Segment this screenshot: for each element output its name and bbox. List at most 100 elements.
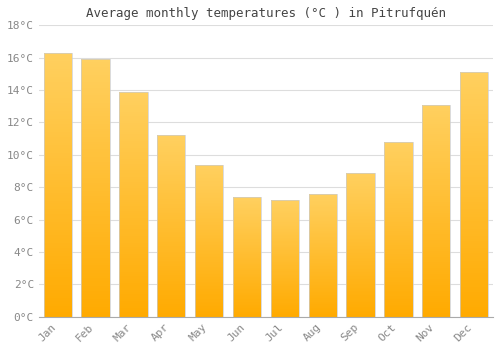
Bar xyxy=(82,67,110,70)
Bar xyxy=(384,163,412,164)
Bar xyxy=(119,155,148,157)
Bar xyxy=(384,261,412,262)
Bar xyxy=(270,238,299,239)
Bar xyxy=(384,308,412,310)
Bar xyxy=(346,212,375,213)
Bar xyxy=(270,222,299,224)
Bar xyxy=(82,258,110,260)
Bar xyxy=(270,217,299,218)
Bar xyxy=(460,278,488,280)
Bar xyxy=(270,284,299,285)
Bar xyxy=(384,198,412,199)
Bar xyxy=(233,293,261,294)
Bar xyxy=(384,241,412,243)
Bar xyxy=(384,196,412,198)
Bar xyxy=(346,256,375,258)
Bar xyxy=(384,152,412,154)
Bar xyxy=(422,164,450,166)
Bar xyxy=(119,148,148,150)
Bar xyxy=(384,154,412,156)
Bar xyxy=(422,247,450,249)
Bar xyxy=(44,145,72,148)
Bar xyxy=(422,128,450,130)
Bar xyxy=(157,299,186,301)
Bar xyxy=(422,249,450,251)
Bar xyxy=(82,268,110,271)
Bar xyxy=(195,195,224,197)
Bar xyxy=(82,198,110,201)
Bar xyxy=(422,313,450,315)
Bar xyxy=(346,196,375,197)
Bar xyxy=(384,312,412,313)
Bar xyxy=(157,257,186,259)
Bar xyxy=(119,94,148,96)
Bar xyxy=(157,175,186,177)
Bar xyxy=(460,282,488,285)
Bar xyxy=(270,236,299,238)
Bar xyxy=(82,186,110,188)
Bar xyxy=(346,219,375,220)
Bar xyxy=(346,232,375,233)
Bar xyxy=(384,201,412,203)
Bar xyxy=(119,144,148,146)
Bar xyxy=(346,213,375,215)
Bar xyxy=(119,139,148,141)
Bar xyxy=(346,203,375,204)
Bar xyxy=(270,289,299,290)
Bar xyxy=(119,96,148,98)
Bar xyxy=(195,207,224,209)
Bar xyxy=(308,264,337,265)
Bar xyxy=(384,212,412,214)
Bar xyxy=(460,153,488,155)
Bar xyxy=(346,301,375,302)
Bar xyxy=(233,282,261,283)
Bar xyxy=(82,121,110,124)
Bar xyxy=(384,304,412,306)
Bar xyxy=(195,303,224,304)
Bar xyxy=(157,252,186,253)
Bar xyxy=(195,289,224,291)
Bar xyxy=(157,179,186,181)
Bar xyxy=(460,177,488,180)
Bar xyxy=(422,109,450,111)
Bar xyxy=(82,271,110,273)
Bar xyxy=(44,174,72,177)
Bar xyxy=(44,235,72,238)
Bar xyxy=(460,251,488,253)
Bar xyxy=(460,114,488,116)
Bar xyxy=(422,134,450,136)
Bar xyxy=(422,173,450,175)
Bar xyxy=(308,226,337,227)
Bar xyxy=(346,206,375,207)
Bar xyxy=(460,133,488,136)
Bar xyxy=(308,201,337,202)
Bar xyxy=(270,270,299,271)
Bar xyxy=(233,306,261,307)
Bar xyxy=(346,252,375,253)
Bar xyxy=(82,229,110,232)
Bar xyxy=(195,311,224,312)
Bar xyxy=(44,148,72,150)
Bar xyxy=(157,264,186,266)
Bar xyxy=(195,248,224,250)
Bar xyxy=(422,117,450,119)
Bar xyxy=(195,230,224,232)
Bar xyxy=(233,270,261,271)
Bar xyxy=(233,264,261,265)
Bar xyxy=(119,312,148,315)
Bar xyxy=(44,116,72,119)
Bar xyxy=(346,294,375,295)
Bar xyxy=(157,174,186,175)
Bar xyxy=(44,177,72,180)
Bar xyxy=(157,262,186,264)
Bar xyxy=(119,245,148,247)
Bar xyxy=(460,165,488,168)
Bar xyxy=(270,207,299,208)
Bar xyxy=(422,192,450,194)
Bar xyxy=(460,195,488,197)
Bar xyxy=(157,184,186,186)
Bar xyxy=(384,250,412,252)
Bar xyxy=(422,141,450,143)
Bar xyxy=(308,223,337,224)
Bar xyxy=(233,258,261,259)
